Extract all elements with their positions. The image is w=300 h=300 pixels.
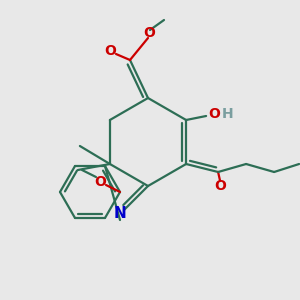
Text: H: H [221,107,233,121]
Text: O: O [214,179,226,193]
Text: N: N [114,206,126,221]
Text: O: O [104,44,116,58]
Text: O: O [208,107,220,121]
Text: O: O [94,175,106,189]
Text: O: O [143,26,155,40]
